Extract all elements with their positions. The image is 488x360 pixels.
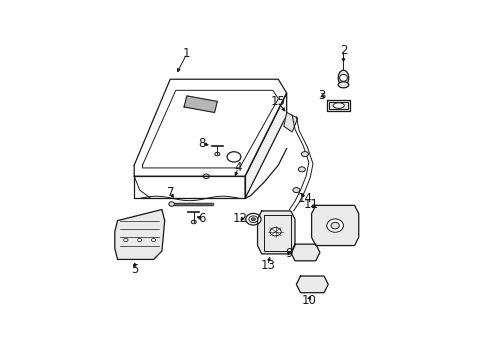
Text: 11: 11 (303, 198, 318, 211)
Text: 14: 14 (297, 193, 312, 206)
Polygon shape (326, 100, 350, 111)
Ellipse shape (326, 219, 343, 232)
Ellipse shape (151, 238, 155, 242)
Ellipse shape (123, 238, 128, 242)
Text: 13: 13 (260, 259, 275, 272)
Polygon shape (115, 210, 164, 260)
Text: 3: 3 (318, 89, 325, 102)
Ellipse shape (301, 152, 308, 157)
Polygon shape (290, 244, 319, 261)
Ellipse shape (292, 188, 299, 193)
Text: 12: 12 (232, 212, 247, 225)
Ellipse shape (248, 216, 257, 222)
Ellipse shape (338, 82, 348, 88)
Ellipse shape (330, 222, 339, 229)
Ellipse shape (332, 103, 344, 108)
Ellipse shape (298, 167, 305, 172)
Ellipse shape (251, 218, 255, 221)
Polygon shape (311, 205, 358, 246)
Ellipse shape (245, 213, 261, 225)
Text: 6: 6 (198, 212, 205, 225)
Ellipse shape (214, 152, 220, 156)
Text: 15: 15 (270, 95, 285, 108)
Ellipse shape (339, 75, 346, 81)
Polygon shape (244, 93, 286, 198)
Ellipse shape (191, 220, 196, 224)
Text: 2: 2 (339, 44, 346, 57)
Polygon shape (296, 276, 327, 293)
Ellipse shape (269, 228, 281, 236)
Text: 9: 9 (284, 247, 292, 260)
Text: 10: 10 (301, 294, 316, 307)
Ellipse shape (338, 70, 348, 85)
Text: 8: 8 (198, 137, 205, 150)
Ellipse shape (168, 202, 174, 206)
Polygon shape (134, 176, 244, 198)
Text: 7: 7 (167, 186, 174, 199)
Polygon shape (284, 112, 297, 132)
Text: 5: 5 (131, 264, 138, 276)
Ellipse shape (226, 152, 241, 162)
Polygon shape (134, 79, 286, 176)
Ellipse shape (137, 238, 142, 242)
Polygon shape (183, 96, 217, 112)
Text: 4: 4 (234, 161, 242, 175)
Text: 1: 1 (183, 47, 190, 60)
Polygon shape (257, 211, 294, 254)
